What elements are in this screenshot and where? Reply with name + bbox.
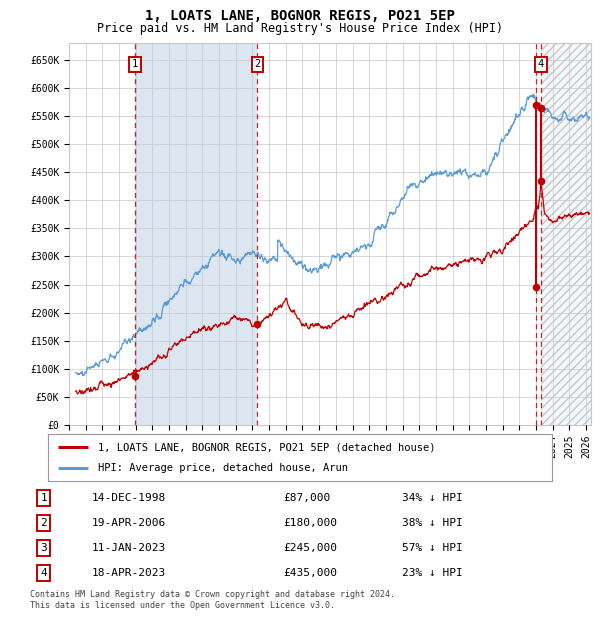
Bar	[135, 43, 257, 425]
Text: Price paid vs. HM Land Registry's House Price Index (HPI): Price paid vs. HM Land Registry's House …	[97, 22, 503, 35]
Text: 1, LOATS LANE, BOGNOR REGIS, PO21 5EP (detached house): 1, LOATS LANE, BOGNOR REGIS, PO21 5EP (d…	[98, 442, 436, 452]
Text: 14-DEC-1998: 14-DEC-1998	[92, 493, 166, 503]
Text: 11-JAN-2023: 11-JAN-2023	[92, 543, 166, 553]
Text: 57% ↓ HPI: 57% ↓ HPI	[402, 543, 463, 553]
Text: 4: 4	[538, 60, 544, 69]
Text: 4: 4	[40, 569, 47, 578]
Text: £435,000: £435,000	[283, 569, 337, 578]
Text: 3: 3	[40, 543, 47, 553]
Text: 2: 2	[254, 60, 260, 69]
Text: 19-APR-2006: 19-APR-2006	[92, 518, 166, 528]
Text: 34% ↓ HPI: 34% ↓ HPI	[402, 493, 463, 503]
Text: Contains HM Land Registry data © Crown copyright and database right 2024.
This d: Contains HM Land Registry data © Crown c…	[30, 590, 395, 609]
Text: 23% ↓ HPI: 23% ↓ HPI	[402, 569, 463, 578]
Text: 38% ↓ HPI: 38% ↓ HPI	[402, 518, 463, 528]
Bar	[541, 43, 591, 425]
Text: 2: 2	[40, 518, 47, 528]
Text: 18-APR-2023: 18-APR-2023	[92, 569, 166, 578]
Bar	[541, 43, 591, 425]
Text: £245,000: £245,000	[283, 543, 337, 553]
Text: HPI: Average price, detached house, Arun: HPI: Average price, detached house, Arun	[98, 463, 349, 474]
Text: 1: 1	[132, 60, 138, 69]
Text: 1, LOATS LANE, BOGNOR REGIS, PO21 5EP: 1, LOATS LANE, BOGNOR REGIS, PO21 5EP	[145, 9, 455, 24]
Text: 1: 1	[40, 493, 47, 503]
Text: £180,000: £180,000	[283, 518, 337, 528]
Text: £87,000: £87,000	[283, 493, 331, 503]
